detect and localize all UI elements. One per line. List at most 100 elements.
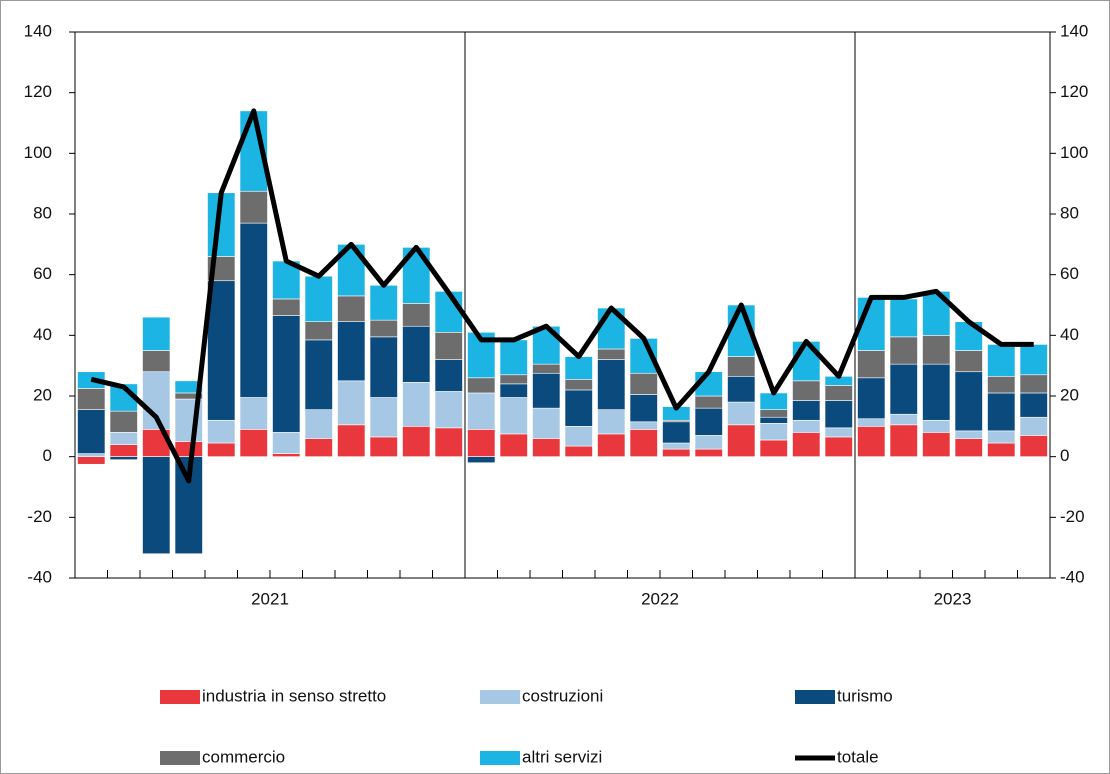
bar-segment bbox=[759, 392, 788, 410]
y-tick-label: 80 bbox=[33, 203, 52, 222]
bar-segment bbox=[467, 377, 496, 394]
bar-segment bbox=[792, 400, 821, 421]
bar-segment bbox=[499, 433, 528, 457]
line-series bbox=[90, 108, 1034, 484]
bar-segment bbox=[824, 385, 853, 401]
bar-segment bbox=[792, 432, 821, 457]
bar-segment bbox=[434, 391, 463, 429]
y-tick-label: 0 bbox=[43, 446, 52, 465]
bar-segment bbox=[889, 424, 918, 457]
bar-segment bbox=[402, 426, 431, 457]
bar-segment bbox=[824, 400, 853, 429]
bar-segment bbox=[532, 372, 561, 409]
bar-segment bbox=[629, 429, 658, 457]
legend-swatch bbox=[480, 751, 520, 765]
x-group-label: 2023 bbox=[934, 589, 972, 608]
legend-label: industria in senso stretto bbox=[202, 686, 386, 705]
bar-segment bbox=[954, 371, 983, 432]
legend-swatch bbox=[160, 690, 200, 704]
bar-segment bbox=[987, 392, 1016, 432]
bar-segment bbox=[532, 363, 561, 374]
bar-segment bbox=[727, 401, 756, 426]
bar-segment bbox=[727, 424, 756, 457]
bar-segment bbox=[402, 382, 431, 427]
bar-segment bbox=[369, 397, 398, 438]
bar-segment bbox=[239, 222, 268, 398]
bar-segment bbox=[857, 426, 886, 457]
bar-segment bbox=[207, 419, 236, 444]
bar-segment bbox=[142, 316, 171, 351]
bar-segment bbox=[337, 321, 366, 382]
bar-segment bbox=[987, 442, 1016, 457]
bar-segment bbox=[694, 435, 723, 450]
bar-segment bbox=[402, 303, 431, 327]
bar-segment bbox=[532, 407, 561, 439]
bar-segment bbox=[499, 383, 528, 398]
bar-segment bbox=[662, 448, 691, 457]
bar-segment bbox=[109, 456, 138, 460]
bar-segment bbox=[922, 419, 951, 433]
bar-segment bbox=[369, 284, 398, 321]
bar-segment bbox=[337, 380, 366, 426]
bar-segment bbox=[889, 336, 918, 365]
y2-tick-label: -20 bbox=[1060, 507, 1085, 526]
bar-segment bbox=[954, 430, 983, 439]
bar-segment bbox=[564, 379, 593, 391]
bar-segment bbox=[889, 413, 918, 426]
bar-segment bbox=[987, 430, 1016, 444]
bar-segment bbox=[532, 438, 561, 457]
y-tick-label: 40 bbox=[33, 325, 52, 344]
bar-segment bbox=[629, 372, 658, 395]
y-tick-label: 140 bbox=[24, 21, 52, 40]
bar-segment bbox=[77, 456, 106, 465]
bar-segment bbox=[1019, 344, 1048, 376]
y2-tick-label: 40 bbox=[1060, 325, 1079, 344]
bar-segment bbox=[369, 436, 398, 457]
bar-segment bbox=[564, 356, 593, 380]
legend-swatch bbox=[480, 690, 520, 704]
bar-segment bbox=[694, 407, 723, 436]
bar-segment bbox=[434, 359, 463, 392]
bar-segment bbox=[759, 416, 788, 424]
bar-segment bbox=[857, 377, 886, 420]
bar-segment bbox=[922, 363, 951, 421]
bar-segment bbox=[824, 427, 853, 438]
bar-segment bbox=[597, 433, 626, 457]
bar-segment bbox=[727, 356, 756, 377]
bar-segment bbox=[499, 397, 528, 435]
bar-segment bbox=[304, 275, 333, 322]
bar-segment bbox=[467, 456, 496, 464]
y2-tick-label: 100 bbox=[1060, 143, 1088, 162]
bar-segment bbox=[727, 375, 756, 403]
legend-label: commercio bbox=[202, 747, 285, 766]
bar-segment bbox=[304, 321, 333, 341]
bar-segment bbox=[207, 280, 236, 421]
y-tick-label: -40 bbox=[27, 567, 52, 586]
bar-segment bbox=[434, 291, 463, 333]
bar-segment bbox=[759, 422, 788, 441]
bar-segment bbox=[597, 348, 626, 360]
bar-segment bbox=[759, 409, 788, 418]
bar-segment bbox=[109, 432, 138, 445]
bar-segment bbox=[272, 453, 301, 457]
bar-segment bbox=[272, 298, 301, 316]
bar-segment bbox=[1019, 416, 1048, 436]
bar-segment bbox=[239, 397, 268, 430]
bar-segment bbox=[434, 331, 463, 360]
bar-segment bbox=[954, 350, 983, 373]
bar-segment bbox=[369, 336, 398, 398]
bar-segment bbox=[1019, 435, 1048, 457]
bar-segment bbox=[174, 441, 203, 457]
bar-segment bbox=[629, 394, 658, 423]
bar-segment bbox=[402, 325, 431, 383]
bar-segment bbox=[499, 374, 528, 385]
bar-segment bbox=[467, 392, 496, 430]
bar-segment bbox=[272, 315, 301, 433]
bar-segment bbox=[792, 419, 821, 433]
bar-segment bbox=[954, 438, 983, 457]
legend-swatch bbox=[795, 690, 835, 704]
y2-tick-label: 120 bbox=[1060, 82, 1088, 101]
bar-segment bbox=[564, 426, 593, 447]
bar-segment bbox=[174, 380, 203, 394]
bar-segment bbox=[922, 432, 951, 457]
